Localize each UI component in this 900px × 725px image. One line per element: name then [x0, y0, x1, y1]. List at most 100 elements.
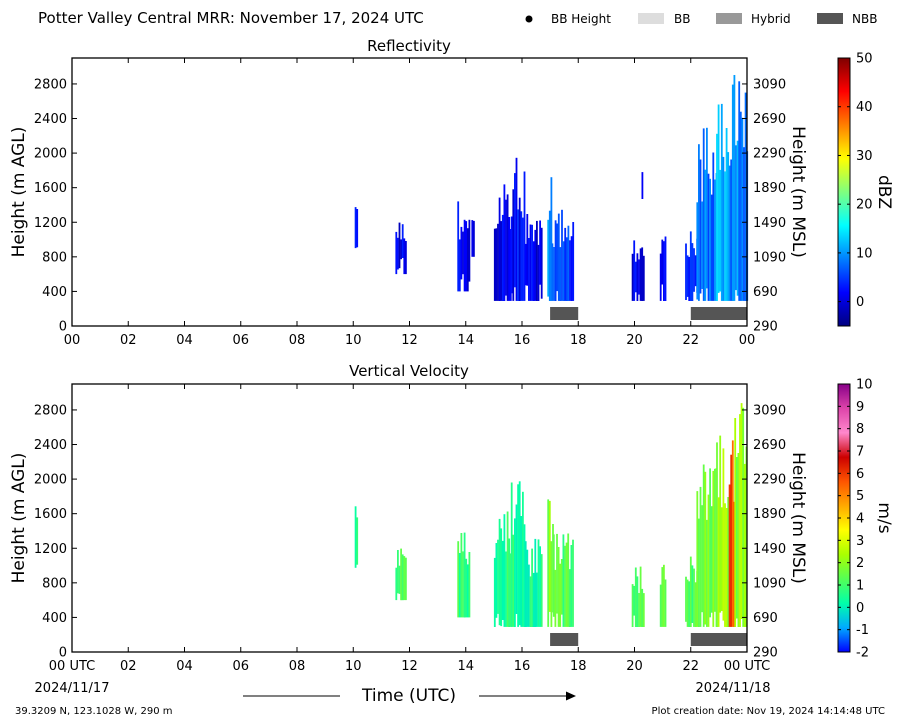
echo-streak	[631, 253, 634, 301]
nbb-bar	[690, 307, 748, 320]
colorbar-tick-label: 6	[856, 467, 864, 482]
echo-streak	[714, 179, 716, 301]
colorbar-tick-label: 4	[856, 512, 864, 527]
echo-streak	[735, 145, 737, 291]
echo-streak	[565, 542, 568, 627]
echo-streak	[706, 519, 708, 627]
echo-streak	[512, 189, 515, 301]
echo-streak	[526, 549, 529, 627]
echo-streak	[398, 565, 401, 594]
echo-streak	[638, 259, 640, 295]
echo-streak	[699, 486, 702, 627]
x-tick-label: 22	[682, 659, 699, 674]
x-tick-label: 00	[739, 333, 756, 348]
legend-bb-height-label: BB Height	[551, 12, 611, 26]
y-tick-label: 1200	[34, 216, 67, 231]
echo-streak	[503, 184, 506, 301]
echo-streak	[634, 261, 637, 293]
echo-streak	[743, 147, 745, 301]
echo-streak	[704, 471, 707, 625]
echo-streak	[570, 545, 573, 627]
y-tick-label: 400	[42, 285, 67, 300]
echo-streak	[528, 564, 530, 627]
echo-streak	[702, 464, 705, 627]
echo-streak	[548, 210, 551, 301]
echo-streak	[553, 247, 555, 301]
echo-streak	[562, 241, 565, 301]
echo-streak	[550, 177, 553, 301]
echo-streak	[518, 197, 521, 301]
echo-streak	[397, 237, 399, 270]
echo-streak	[572, 222, 575, 301]
echo-streak	[510, 216, 513, 294]
echo-streak	[636, 253, 639, 301]
echo-streak	[698, 518, 700, 627]
x-ticks: 00 UTC 02 04 06 08 10 12 14 16 18 20 22 00 UTC	[49, 384, 770, 674]
echo-streak	[693, 248, 695, 292]
echo-streak	[552, 534, 555, 617]
echo-streak	[567, 225, 570, 301]
echo-streak	[556, 533, 558, 614]
echo-streak	[463, 532, 466, 618]
x-tick-label: 08	[289, 659, 306, 674]
y-ticks-right: 290 690 1090 1490 1890 2290 2690 3090	[742, 77, 786, 335]
echo-streak	[512, 534, 515, 627]
echo-streak	[722, 156, 725, 301]
echo-streak	[463, 219, 466, 292]
echo-streak	[686, 579, 689, 627]
plot-frame	[71, 383, 748, 653]
echo-streak	[710, 506, 713, 613]
echo-streak	[505, 199, 507, 296]
echo-streak	[572, 539, 574, 627]
echo-streak	[641, 172, 644, 199]
start-date: 2024/11/17	[35, 681, 110, 696]
legend-bb-swatch	[638, 13, 664, 24]
echo-streak	[710, 194, 713, 301]
y-axis-label: Height (m AGL)	[9, 453, 29, 584]
panel-title: Reflectivity	[367, 37, 451, 55]
echo-streak	[457, 201, 460, 292]
y-tick-label-right: 1090	[753, 576, 786, 591]
echo-streak	[736, 140, 739, 296]
echo-streak	[712, 470, 715, 627]
echo-streak	[495, 228, 498, 301]
echo-streak	[701, 505, 703, 613]
echo-streak	[709, 468, 711, 618]
x-tick-label: 12	[401, 659, 418, 674]
legend-hybrid-label: Hybrid	[751, 12, 791, 26]
echo-streak	[716, 133, 718, 301]
echo-streak	[356, 517, 359, 565]
echo-streak	[401, 554, 404, 601]
echo-streak	[539, 546, 541, 627]
echo-streak	[518, 481, 521, 626]
vertical-velocity-panel: Vertical Velocity 00 UTC 02 04 06 08 10 12 14 16…	[9, 362, 894, 674]
y-tick-label-right: 690	[753, 611, 778, 626]
echo-streak	[641, 247, 644, 301]
y-tick-label-right: 1490	[753, 216, 786, 231]
echo-streak	[508, 217, 511, 301]
echo-streak	[548, 500, 551, 612]
echo-streak	[685, 576, 687, 622]
y-tick-label: 2800	[34, 77, 67, 92]
echo-streak	[663, 564, 665, 627]
echo-streak	[686, 255, 689, 297]
x-tick-label: 04	[176, 659, 193, 674]
x-tick-label: 18	[570, 659, 587, 674]
x-tick-label: 02	[120, 333, 137, 348]
colorbar-tick-label: 5	[856, 489, 864, 504]
y-tick-label: 1600	[34, 507, 67, 522]
colorbar: 0 10 20 30 40 50	[837, 52, 873, 327]
echo-streak	[698, 144, 700, 301]
echo-streak	[466, 564, 469, 618]
x-tick-label: 18	[570, 333, 587, 348]
echo-streak	[642, 255, 645, 301]
echo-streak	[559, 247, 562, 301]
echo-streak	[460, 533, 463, 618]
echo-streak	[505, 551, 507, 627]
y-axis-label-right: Height (m MSL)	[788, 126, 808, 258]
echo-streak	[641, 588, 644, 627]
y-tick-label: 2000	[34, 147, 67, 162]
echo-streak	[537, 244, 540, 301]
echo-streak	[631, 584, 634, 627]
echo-streak	[701, 201, 703, 289]
